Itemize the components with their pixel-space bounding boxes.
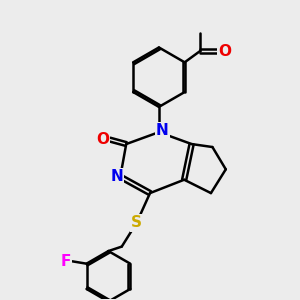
Text: F: F <box>61 254 71 269</box>
Text: N: N <box>110 169 123 184</box>
Text: N: N <box>156 123 169 138</box>
Text: O: O <box>96 132 109 147</box>
Text: S: S <box>131 215 142 230</box>
Text: O: O <box>219 44 232 59</box>
